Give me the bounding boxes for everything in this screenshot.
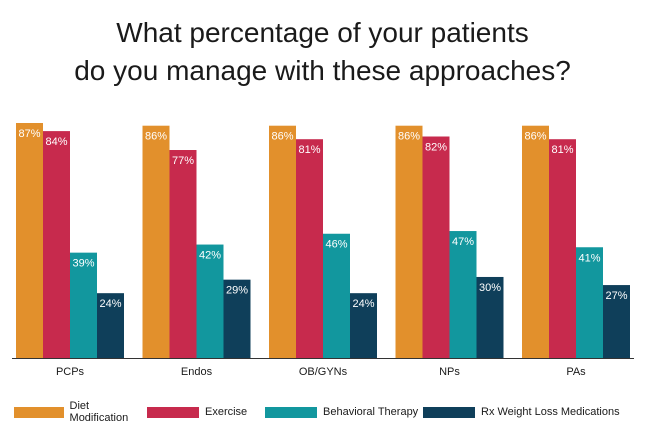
category-label: Endos	[181, 366, 213, 378]
data-label: 27%	[605, 290, 627, 302]
data-label: 41%	[578, 252, 600, 264]
data-label: 86%	[524, 131, 546, 143]
bar-behavioral-therapy-pcps	[70, 252, 97, 358]
category-label: OB/GYNs	[299, 366, 348, 378]
legend-item-diet-modification: Diet Modification	[14, 400, 147, 424]
data-label: 87%	[18, 128, 40, 140]
bar-exercise-nps	[422, 136, 450, 358]
bar-behavioral-therapy-pas	[576, 247, 603, 358]
bar-exercise-pcps	[43, 131, 70, 358]
bar-chart: 87% 84% 39% 24% PCPs 86% 77% 42% 29% Endos 86% 81% 4…	[12, 123, 634, 378]
chart-legend: Diet Modification Exercise Behavioral Th…	[14, 400, 634, 424]
data-label: 42%	[199, 250, 221, 262]
bar-exercise-pas	[549, 139, 576, 358]
data-label: 86%	[398, 131, 420, 143]
data-label: 24%	[99, 298, 121, 310]
data-label: 77%	[172, 155, 194, 167]
legend-label-diet-modification: Diet Modification	[69, 400, 129, 424]
data-label: 81%	[551, 144, 573, 156]
legend-label-rx-weight-loss-medications: Rx Weight Loss Medications	[481, 406, 620, 418]
bar-behavioral-therapy-nps	[449, 231, 477, 358]
bar-diet-modification-ob-gyns	[269, 125, 296, 359]
chart-title-line-1: What percentage of your patients	[116, 17, 529, 48]
bar-rx-weight-loss-medications-nps	[476, 276, 504, 358]
bar-exercise-endos	[169, 150, 197, 358]
data-label: 86%	[145, 131, 167, 143]
chart-title: What percentage of your patients do you …	[0, 14, 645, 90]
data-label: 81%	[298, 144, 320, 156]
legend-swatch-diet-modification	[14, 406, 64, 418]
bar-diet-modification-pcps	[16, 123, 43, 358]
bar-rx-weight-loss-medications-endos	[223, 279, 251, 358]
category-label: PCPs	[56, 366, 85, 378]
data-label: 82%	[425, 142, 447, 154]
category-label: NPs	[439, 366, 460, 378]
data-label: 30%	[479, 282, 501, 294]
data-label: 29%	[226, 285, 248, 297]
legend-label-exercise: Exercise	[205, 406, 248, 418]
data-label: 39%	[72, 258, 94, 270]
data-label: 24%	[352, 298, 374, 310]
legend-item-behavioral-therapy: Behavioral Therapy	[265, 406, 423, 418]
legend-item-rx-weight-loss-medications: Rx Weight Loss Medications	[423, 406, 620, 418]
category-label: PAs	[566, 366, 586, 378]
data-label: 84%	[45, 136, 67, 148]
legend-swatch-exercise	[147, 406, 199, 418]
data-label: 46%	[325, 239, 347, 251]
bar-rx-weight-loss-medications-pcps	[97, 293, 124, 358]
bar-diet-modification-nps	[395, 125, 423, 359]
legend-label-behavioral-therapy: Behavioral Therapy	[323, 406, 419, 418]
data-label: 86%	[271, 131, 293, 143]
bar-behavioral-therapy-ob-gyns	[323, 233, 350, 358]
bar-rx-weight-loss-medications-pas	[603, 285, 630, 358]
legend-item-exercise: Exercise	[147, 406, 265, 418]
bar-diet-modification-endos	[142, 125, 170, 359]
bar-behavioral-therapy-endos	[196, 244, 224, 358]
legend-swatch-behavioral-therapy	[265, 406, 317, 418]
legend-swatch-rx-weight-loss-medications	[423, 406, 475, 418]
bar-rx-weight-loss-medications-ob-gyns	[350, 293, 377, 358]
bar-exercise-ob-gyns	[296, 139, 323, 358]
data-label: 47%	[452, 236, 474, 248]
bar-diet-modification-pas	[522, 125, 549, 359]
chart-title-line-2: do you manage with these approaches?	[74, 55, 571, 86]
